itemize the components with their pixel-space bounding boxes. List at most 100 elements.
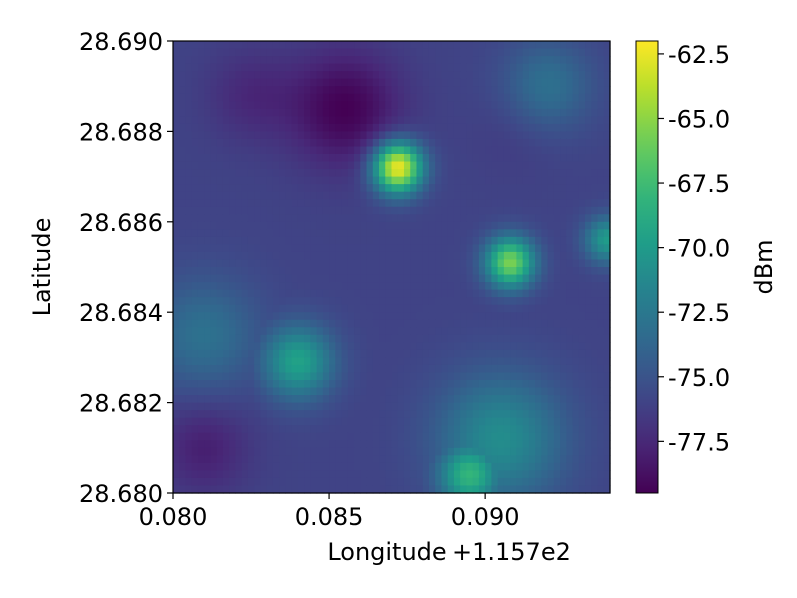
heatmap-cell <box>210 176 218 185</box>
heatmap-cell <box>229 154 237 163</box>
heatmap-cell <box>566 116 574 125</box>
heatmap-cell <box>535 334 542 343</box>
heatmap-cell <box>466 146 474 155</box>
heatmap-cell <box>310 304 318 313</box>
heatmap-cell <box>379 123 386 132</box>
heatmap-cell <box>535 71 542 80</box>
heatmap-cell <box>360 123 368 132</box>
heatmap-cell <box>272 259 280 268</box>
heatmap-cell <box>204 485 212 494</box>
heatmap-cell <box>491 146 499 155</box>
heatmap-cell <box>535 116 542 125</box>
heatmap-cell <box>572 357 580 366</box>
heatmap-cell <box>503 244 511 253</box>
heatmap-cell <box>191 116 199 125</box>
heatmap-cell <box>173 154 180 163</box>
heatmap-cell <box>460 372 468 381</box>
heatmap-cell <box>403 440 411 449</box>
heatmap-cell <box>254 387 261 396</box>
heatmap-cell <box>241 108 249 117</box>
heatmap-cell <box>510 138 517 148</box>
heatmap-cell <box>279 485 286 494</box>
heatmap-cell <box>279 259 286 268</box>
heatmap-cell <box>185 191 193 200</box>
heatmap-cell <box>191 282 199 291</box>
heatmap-cell <box>441 123 449 132</box>
heatmap-cell <box>566 48 574 57</box>
heatmap-cell <box>428 259 436 268</box>
heatmap-cell <box>453 312 461 321</box>
heatmap-cell <box>173 312 180 321</box>
heatmap-cell <box>591 236 599 245</box>
heatmap-cell <box>191 462 199 471</box>
heatmap-cell <box>578 357 586 366</box>
heatmap-cell <box>391 327 399 336</box>
heatmap-cell <box>585 71 592 80</box>
heatmap-cell <box>410 364 418 374</box>
heatmap-cell <box>279 380 286 389</box>
heatmap-cell <box>478 244 486 253</box>
heatmap-cell <box>510 251 517 261</box>
heatmap-cell <box>272 176 280 185</box>
heatmap-cell <box>416 282 424 291</box>
heatmap-cell <box>447 131 455 140</box>
heatmap-cell <box>547 304 555 313</box>
heatmap-cell <box>497 417 505 426</box>
heatmap-cell <box>285 138 293 148</box>
heatmap-cell <box>179 440 187 449</box>
heatmap-cell <box>535 221 542 230</box>
heatmap-cell <box>422 395 430 404</box>
heatmap-cell <box>297 357 305 366</box>
heatmap-cell <box>453 229 461 238</box>
heatmap-cell <box>235 274 243 283</box>
heatmap-cell <box>478 199 486 208</box>
heatmap-cell <box>466 447 474 456</box>
heatmap-cell <box>572 342 580 351</box>
heatmap-cell <box>453 214 461 223</box>
heatmap-cell <box>191 364 199 374</box>
heatmap-cell <box>391 78 399 87</box>
heatmap-cell <box>441 455 449 464</box>
heatmap-cell <box>347 387 355 396</box>
heatmap-cell <box>247 447 255 456</box>
heatmap-cell <box>229 455 237 464</box>
heatmap-cell <box>591 440 599 449</box>
heatmap-cell <box>297 131 305 140</box>
heatmap-cell <box>379 131 386 140</box>
heatmap-cell <box>428 282 436 291</box>
heatmap-cell <box>285 184 293 193</box>
heatmap-cell <box>491 176 499 185</box>
heatmap-cell <box>260 206 268 215</box>
heatmap-cell <box>204 327 212 336</box>
heatmap-cell <box>285 169 293 178</box>
heatmap-cell <box>235 214 243 223</box>
heatmap-cell <box>510 86 517 95</box>
heatmap-cell <box>603 108 611 117</box>
heatmap-cell <box>503 101 511 110</box>
heatmap-cell <box>291 184 299 193</box>
heatmap-cell <box>422 447 430 456</box>
heatmap-cell <box>578 342 586 351</box>
heatmap-cell <box>297 455 305 464</box>
heatmap-cell <box>535 191 542 200</box>
heatmap-cell <box>366 327 374 336</box>
heatmap-cell <box>603 477 611 487</box>
heatmap-cell <box>222 229 230 238</box>
heatmap-cell <box>547 169 555 178</box>
heatmap-cell <box>285 48 293 57</box>
heatmap-cell <box>254 146 261 155</box>
heatmap-cell <box>241 395 249 404</box>
heatmap-cell <box>285 440 293 449</box>
heatmap-cell <box>528 116 536 125</box>
heatmap-cell <box>485 440 492 449</box>
heatmap-cell <box>410 289 418 298</box>
heatmap-cell <box>322 93 330 102</box>
heatmap-cell <box>522 312 530 321</box>
heatmap-cell <box>510 349 517 358</box>
heatmap-cell <box>603 146 611 155</box>
heatmap-cell <box>347 169 355 178</box>
heatmap-cell <box>354 304 361 313</box>
heatmap-cell <box>329 297 336 306</box>
heatmap-cell <box>335 410 343 419</box>
heatmap-cell <box>566 417 574 426</box>
